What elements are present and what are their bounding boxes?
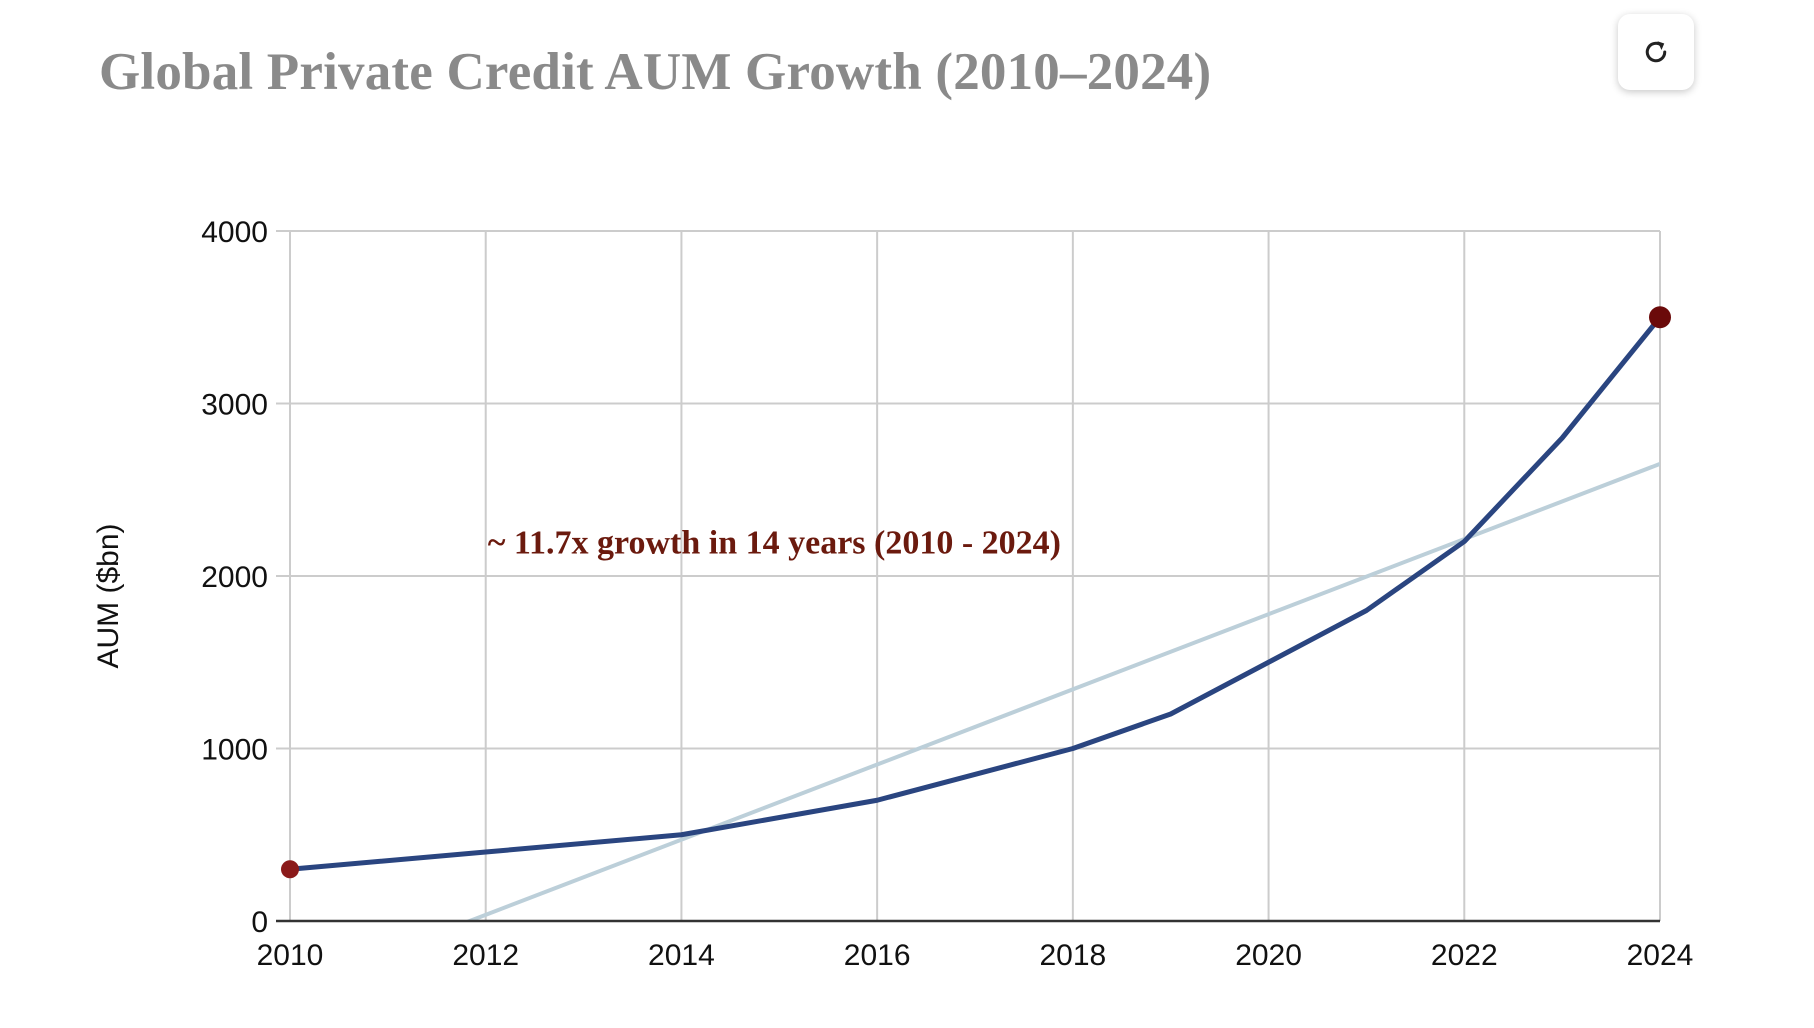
x-tick-label: 2020 bbox=[1235, 939, 1302, 972]
x-tick-label: 2014 bbox=[648, 939, 715, 972]
x-tick-label: 2024 bbox=[1627, 939, 1694, 972]
growth-annotation: ~ 11.7x growth in 14 years (2010 - 2024) bbox=[488, 525, 1061, 562]
start-point-marker bbox=[281, 860, 299, 879]
x-tick-label: 2016 bbox=[844, 939, 911, 972]
y-tick-label: 2000 bbox=[201, 561, 268, 594]
x-tick-label: 2012 bbox=[452, 939, 519, 972]
trendline-layer bbox=[464, 462, 1660, 921]
highlight-points bbox=[281, 306, 1671, 879]
end-point-marker bbox=[1649, 306, 1671, 329]
refresh-button[interactable] bbox=[1618, 14, 1694, 90]
refresh-icon bbox=[1645, 41, 1667, 63]
tick-labels: 0 1000 2000 3000 4000 2010 2012 2014 2016 2018 202… bbox=[201, 216, 1693, 972]
series-layer bbox=[287, 314, 1663, 872]
x-tick-label: 2010 bbox=[257, 939, 324, 972]
series-line bbox=[287, 314, 1663, 872]
y-axis-title: AUM ($bn) bbox=[92, 523, 125, 668]
y-tick-label: 4000 bbox=[201, 216, 268, 249]
x-tick-label: 2022 bbox=[1431, 939, 1498, 972]
y-tick-label: 0 bbox=[251, 906, 268, 939]
y-tick-label: 3000 bbox=[201, 389, 268, 422]
page-title: Global Private Credit AUM Growth (2010–2… bbox=[99, 43, 1212, 101]
y-tick-label: 1000 bbox=[201, 734, 268, 767]
trendline bbox=[464, 462, 1660, 921]
grid bbox=[276, 230, 1661, 921]
x-tick-label: 2018 bbox=[1039, 939, 1106, 972]
